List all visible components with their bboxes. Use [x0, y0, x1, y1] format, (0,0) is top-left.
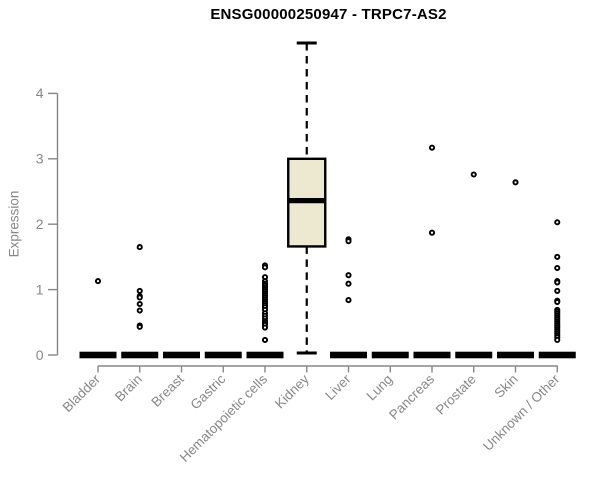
outlier-point: [345, 238, 352, 245]
x-tick-label-kidney: Kidney: [272, 371, 312, 411]
collapsed-box: [371, 351, 409, 359]
outlier-point: [554, 336, 561, 344]
x-tick-label-unknown-other: Unknown / Other: [480, 371, 563, 454]
box-bladder: [79, 278, 117, 359]
collapsed-box: [538, 351, 576, 359]
y-tick-label: 0: [36, 347, 44, 363]
collapsed-box: [163, 351, 200, 359]
outlier-point: [261, 264, 269, 271]
outlier-point: [136, 323, 143, 330]
y-tick-label: 2: [36, 216, 44, 232]
box-liver: [330, 236, 367, 359]
outlier-point: [554, 279, 561, 286]
x-tick-label-bladder: Bladder: [60, 371, 104, 415]
box-prostate: [455, 171, 493, 359]
outlier-point: [554, 253, 561, 260]
outlier-point: [512, 179, 519, 186]
collapsed-box: [204, 351, 242, 359]
outlier-point: [470, 171, 477, 178]
y-tick-label: 3: [36, 151, 44, 167]
box-pancreas: [413, 144, 451, 359]
x-tick-label-gastric: Gastric: [188, 371, 229, 412]
outlier-point: [345, 272, 352, 279]
outlier-point: [136, 244, 143, 251]
outlier-point: [136, 287, 143, 294]
collapsed-box: [79, 351, 117, 359]
x-tick-label-pancreas: Pancreas: [386, 371, 437, 422]
outlier-point: [136, 294, 143, 301]
outlier-point: [345, 280, 352, 287]
box-gastric: [204, 351, 242, 359]
outlier-point: [345, 297, 352, 304]
box-hematopoietic-cells: [246, 262, 284, 359]
collapsed-box: [246, 351, 284, 359]
outlier-point: [554, 219, 561, 226]
box-brain: [121, 244, 159, 359]
collapsed-box: [455, 351, 493, 359]
outlier-point: [94, 278, 102, 285]
outlier-point: [428, 229, 436, 236]
x-tick-label-brain: Brain: [112, 372, 145, 405]
box-kidney: [287, 41, 327, 355]
outlier-point: [136, 307, 143, 314]
outlier-point: [136, 300, 143, 308]
box-lung: [371, 351, 409, 359]
x-tick-label-skin: Skin: [491, 372, 520, 401]
outlier-point: [261, 324, 269, 331]
outlier-point: [428, 144, 436, 151]
x-tick-label-prostate: Prostate: [433, 372, 479, 418]
collapsed-box: [413, 351, 451, 359]
y-tick-label: 4: [36, 85, 44, 101]
outlier-point: [554, 287, 561, 294]
x-tick-label-liver: Liver: [322, 371, 354, 403]
x-tick-label-lung: Lung: [364, 372, 396, 404]
x-tick-label-breast: Breast: [148, 371, 186, 409]
box-skin: [497, 179, 534, 359]
chart-title: ENSG00000250947 - TRPC7-AS2: [210, 6, 447, 23]
outlier-point: [554, 264, 561, 272]
y-tick-label: 1: [36, 281, 44, 297]
box-breast: [163, 351, 200, 359]
collapsed-box: [121, 351, 159, 359]
collapsed-box: [497, 351, 534, 359]
box-unknown-other: [538, 219, 576, 359]
outlier-point: [554, 298, 561, 306]
outlier-point: [261, 336, 269, 344]
collapsed-box: [330, 351, 367, 359]
